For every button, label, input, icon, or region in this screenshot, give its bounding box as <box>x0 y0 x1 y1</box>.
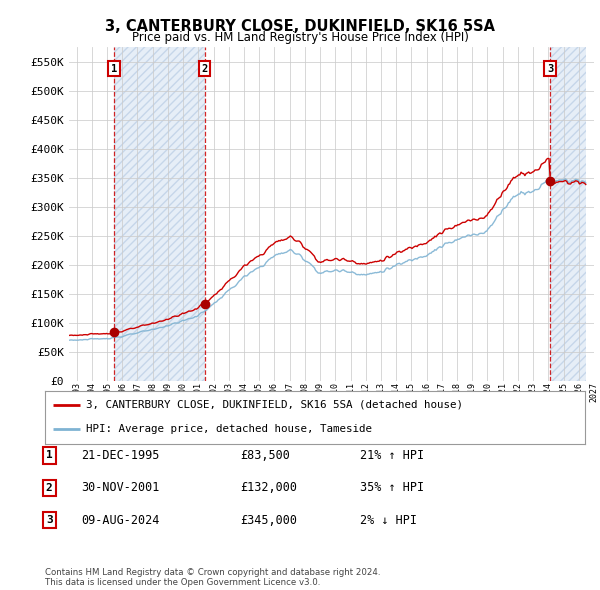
Text: 2: 2 <box>46 483 53 493</box>
Text: 3, CANTERBURY CLOSE, DUKINFIELD, SK16 5SA (detached house): 3, CANTERBURY CLOSE, DUKINFIELD, SK16 5S… <box>86 400 463 410</box>
Text: 2: 2 <box>202 64 208 74</box>
Text: 21% ↑ HPI: 21% ↑ HPI <box>360 449 424 462</box>
Text: 35% ↑ HPI: 35% ↑ HPI <box>360 481 424 494</box>
Text: 2% ↓ HPI: 2% ↓ HPI <box>360 514 417 527</box>
Text: 1: 1 <box>111 64 118 74</box>
Text: 3, CANTERBURY CLOSE, DUKINFIELD, SK16 5SA: 3, CANTERBURY CLOSE, DUKINFIELD, SK16 5S… <box>105 19 495 34</box>
Text: Price paid vs. HM Land Registry's House Price Index (HPI): Price paid vs. HM Land Registry's House … <box>131 31 469 44</box>
Text: HPI: Average price, detached house, Tameside: HPI: Average price, detached house, Tame… <box>86 424 371 434</box>
Text: £83,500: £83,500 <box>240 449 290 462</box>
Text: 09-AUG-2024: 09-AUG-2024 <box>81 514 160 527</box>
Bar <box>114 47 205 381</box>
Text: 30-NOV-2001: 30-NOV-2001 <box>81 481 160 494</box>
Text: 3: 3 <box>46 516 53 525</box>
Text: 1: 1 <box>46 451 53 460</box>
Text: Contains HM Land Registry data © Crown copyright and database right 2024.
This d: Contains HM Land Registry data © Crown c… <box>45 568 380 587</box>
Text: 21-DEC-1995: 21-DEC-1995 <box>81 449 160 462</box>
Text: £345,000: £345,000 <box>240 514 297 527</box>
Text: 3: 3 <box>547 64 553 74</box>
Bar <box>550 47 586 381</box>
Text: £132,000: £132,000 <box>240 481 297 494</box>
